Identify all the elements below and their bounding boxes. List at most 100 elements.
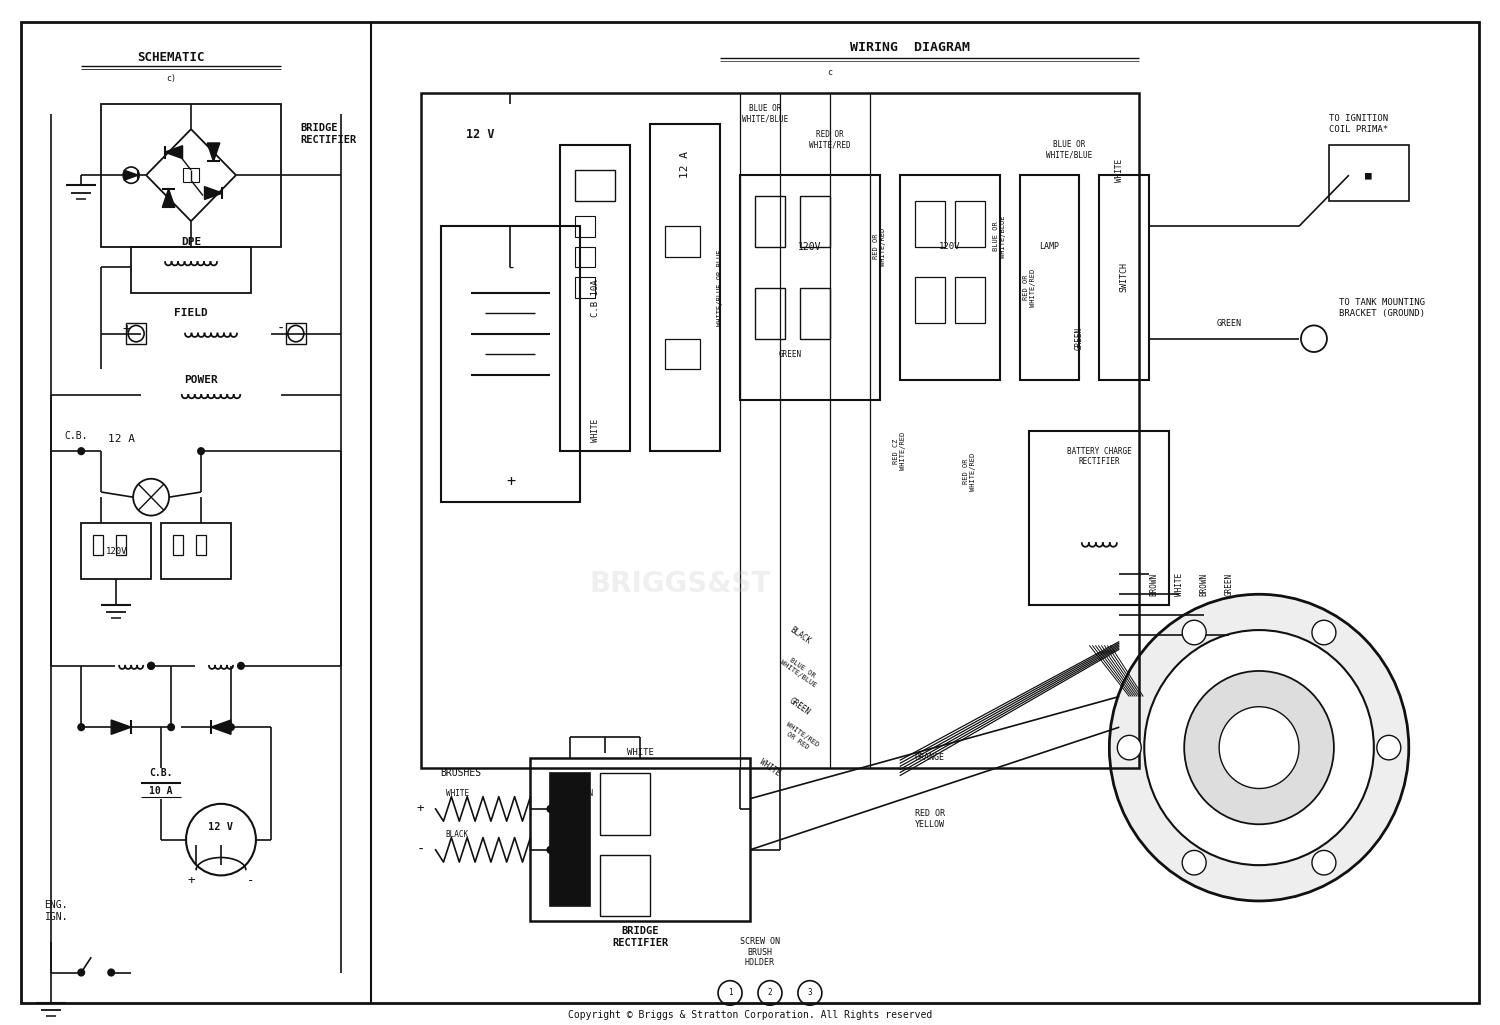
Text: WHITE: WHITE	[446, 789, 468, 798]
Circle shape	[546, 846, 555, 854]
Bar	[576, 216, 596, 237]
Text: Copyright © Briggs & Stratton Corporation. All Rights reserved: Copyright © Briggs & Stratton Corporatio…	[568, 1011, 932, 1021]
Circle shape	[166, 723, 176, 731]
Text: -: -	[276, 322, 285, 335]
Text: SCHEMATIC: SCHEMATIC	[138, 51, 206, 65]
Circle shape	[1110, 594, 1408, 901]
Circle shape	[76, 723, 86, 731]
Text: GREEN: GREEN	[778, 350, 801, 359]
Text: +: +	[506, 475, 515, 489]
Text: STATOR: STATOR	[1239, 742, 1280, 752]
Polygon shape	[211, 720, 231, 734]
Text: RED OR
YELLOW: RED OR YELLOW	[915, 810, 945, 829]
Circle shape	[237, 662, 244, 670]
Text: ORANGE: ORANGE	[915, 753, 945, 763]
Text: BLUE OR
WHITE/BLUE: BLUE OR WHITE/BLUE	[993, 215, 1006, 257]
Text: WHITE/BLUE OR BLUE: WHITE/BLUE OR BLUE	[717, 249, 723, 326]
Text: WHITE: WHITE	[627, 748, 654, 757]
Text: 3: 3	[807, 988, 812, 997]
Text: 120V: 120V	[105, 547, 128, 556]
Polygon shape	[124, 170, 138, 180]
Bar	[740, 175, 880, 400]
Bar	[664, 338, 700, 369]
Text: ■: ■	[1365, 170, 1372, 180]
Circle shape	[186, 804, 256, 875]
Text: -: -	[507, 87, 515, 99]
Bar	[420, 93, 1140, 768]
Text: BLACK: BLACK	[788, 625, 812, 646]
Text: WHITE: WHITE	[1114, 159, 1124, 181]
Text: WHITE/RED
OR RED: WHITE/RED OR RED	[780, 722, 819, 753]
Text: 10 A: 10 A	[150, 785, 172, 795]
Text: BRIDGE
RECTIFIER: BRIDGE RECTIFIER	[302, 123, 357, 146]
Bar	[1329, 145, 1408, 201]
Text: GREEN: GREEN	[1224, 573, 1233, 596]
Text: TO TANK MOUNTING
BRACKET (GROUND): TO TANK MOUNTING BRACKET (GROUND)	[1340, 298, 1425, 318]
Bar	[441, 227, 580, 502]
Bar	[100, 104, 280, 247]
Text: 1: 1	[728, 988, 732, 997]
Bar	[900, 175, 999, 379]
Text: 12 A: 12 A	[108, 434, 135, 444]
Bar	[81, 523, 152, 579]
Text: DPE: DPE	[182, 237, 201, 247]
Bar	[576, 170, 615, 201]
Text: WIRING  DIAGRAM: WIRING DIAGRAM	[849, 41, 969, 54]
Bar	[130, 247, 251, 293]
Polygon shape	[165, 146, 183, 159]
Circle shape	[1377, 735, 1401, 760]
Circle shape	[76, 447, 86, 455]
Text: c: c	[828, 69, 833, 78]
Text: 2: 2	[768, 988, 772, 997]
Bar	[576, 247, 596, 268]
Circle shape	[1312, 620, 1336, 645]
Circle shape	[1182, 620, 1206, 645]
Circle shape	[1118, 735, 1142, 760]
Text: LAMP: LAMP	[1040, 242, 1059, 251]
Circle shape	[123, 167, 140, 183]
Text: TO IGNITION
COIL PRIMA*: TO IGNITION COIL PRIMA*	[1329, 115, 1388, 133]
Text: GREEN: GREEN	[570, 789, 594, 798]
Bar	[600, 855, 650, 916]
Text: +: +	[417, 803, 424, 816]
Bar	[915, 278, 945, 324]
Bar	[550, 773, 591, 906]
Polygon shape	[111, 720, 130, 734]
Bar	[800, 288, 830, 338]
Bar	[183, 168, 200, 182]
Circle shape	[1312, 851, 1336, 875]
Circle shape	[226, 723, 236, 731]
Circle shape	[546, 805, 555, 813]
Text: 12 V: 12 V	[209, 822, 234, 832]
Bar	[754, 288, 784, 338]
Text: WHITE: WHITE	[591, 419, 600, 442]
Bar	[954, 201, 984, 247]
Text: BATTERY CHARGE
RECTIFIER: BATTERY CHARGE RECTIFIER	[1066, 447, 1131, 466]
Polygon shape	[204, 187, 222, 200]
Text: BLUE OR
WHITE/BLUE: BLUE OR WHITE/BLUE	[742, 105, 788, 124]
Circle shape	[718, 981, 742, 1006]
Text: RED CZ
WHITE/RED: RED CZ WHITE/RED	[892, 433, 906, 470]
Bar	[915, 201, 945, 247]
Text: c): c)	[166, 74, 176, 83]
Text: POWER: POWER	[184, 374, 218, 384]
Text: RED OR
WHITE/RED: RED OR WHITE/RED	[963, 452, 976, 491]
Circle shape	[758, 981, 782, 1006]
Text: GREEN: GREEN	[788, 696, 812, 717]
Text: -: -	[248, 874, 255, 887]
Bar	[754, 196, 784, 247]
Text: 120V: 120V	[939, 242, 960, 251]
Bar	[126, 324, 146, 343]
Text: SCREW ON
BRUSH
HOLDER: SCREW ON BRUSH HOLDER	[740, 937, 780, 967]
Text: ENG.
IGN.: ENG. IGN.	[45, 900, 68, 921]
Text: 120V: 120V	[798, 242, 822, 252]
Bar	[531, 757, 750, 921]
Bar	[800, 196, 830, 247]
Bar	[650, 124, 720, 451]
Circle shape	[798, 981, 822, 1006]
Circle shape	[1182, 851, 1206, 875]
Text: -: -	[506, 259, 515, 275]
Bar	[1020, 175, 1080, 379]
Circle shape	[106, 969, 116, 977]
Text: RED OR
WHITE/RED: RED OR WHITE/RED	[873, 228, 886, 265]
